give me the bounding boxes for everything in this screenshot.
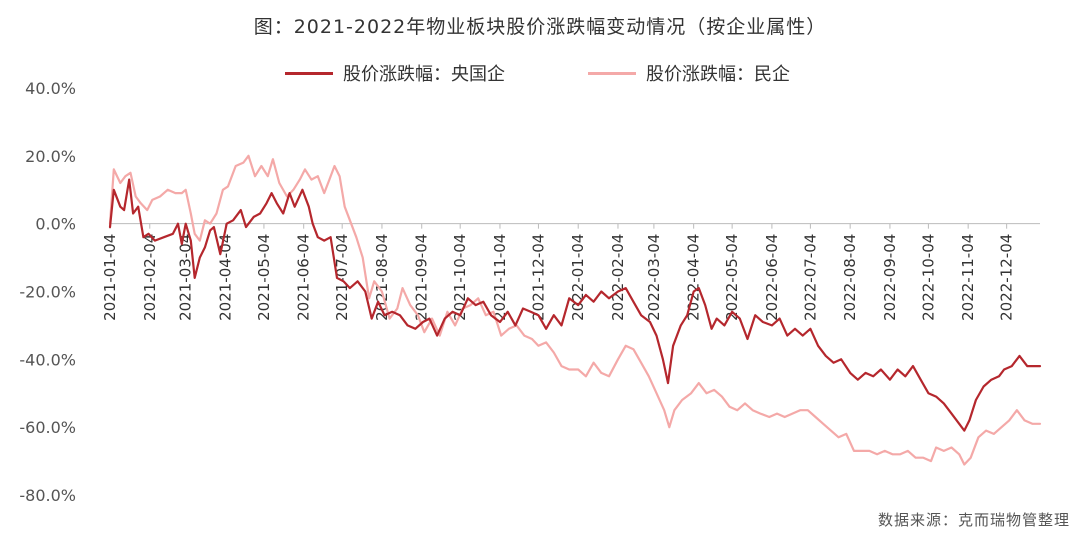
x-tick-label: 2021-08-04	[373, 234, 391, 321]
legend-item-soe: 股价涨跌幅：央国企	[285, 60, 505, 86]
x-tick-label: 2022-03-04	[645, 234, 663, 321]
x-tick-label: 2021-10-04	[451, 234, 469, 321]
series-line-private	[108, 154, 1042, 466]
x-tick-label: 2021-02-04	[141, 234, 159, 321]
x-tick-label: 2021-07-04	[333, 234, 351, 321]
series-line-soe	[108, 178, 1042, 432]
x-tick-label: 2022-10-04	[919, 234, 937, 321]
y-tick-label: 20.0%	[25, 147, 76, 166]
x-tick-label: 2021-12-04	[529, 234, 547, 321]
chart-title: 图：2021-2022年物业板块股价涨跌幅变动情况（按企业属性）	[253, 16, 827, 38]
legend-label-private: 股价涨跌幅：民企	[646, 64, 790, 85]
x-tick-label: 2021-01-04	[101, 234, 119, 321]
y-tick-label: 0.0%	[35, 215, 76, 234]
y-tick-label: 40.0%	[25, 79, 76, 98]
legend-item-private: 股价涨跌幅：民企	[588, 60, 790, 86]
x-tick-label: 2021-05-04	[255, 234, 273, 321]
y-tick-label: -20.0%	[19, 283, 76, 302]
x-tick-label: 2022-07-04	[801, 234, 819, 321]
x-tick-label: 2021-03-04	[177, 234, 195, 321]
legend-label-soe: 股价涨跌幅：央国企	[343, 64, 505, 85]
x-tick-label: 2022-04-04	[685, 234, 703, 321]
x-tick-label: 2021-06-04	[295, 234, 313, 321]
x-tick-label: 2022-06-04	[763, 234, 781, 321]
legend-swatch-soe	[285, 71, 333, 75]
x-tick-label: 2022-11-04	[959, 234, 977, 321]
x-tick-label: 2022-09-04	[881, 234, 899, 321]
x-tick-label: 2022-01-04	[569, 234, 587, 321]
y-tick-label: -80.0%	[19, 486, 76, 505]
source-note: 数据来源：克而瑞物管整理	[877, 511, 1070, 529]
legend: 股价涨跌幅：央国企 股价涨跌幅：民企	[0, 60, 1080, 86]
y-tick-label: -40.0%	[19, 350, 76, 369]
x-tick-label: 2022-12-04	[998, 234, 1016, 321]
x-tick-label: 2021-04-04	[216, 234, 234, 321]
x-tick-label: 2021-11-04	[491, 234, 509, 321]
x-tick-label: 2022-02-04	[609, 234, 627, 321]
x-tick-label: 2021-09-04	[413, 234, 431, 321]
legend-swatch-private	[588, 71, 636, 75]
x-tick-label: 2022-08-04	[841, 234, 859, 321]
y-tick-label: -60.0%	[19, 418, 76, 437]
x-tick-label: 2022-05-04	[723, 234, 741, 321]
